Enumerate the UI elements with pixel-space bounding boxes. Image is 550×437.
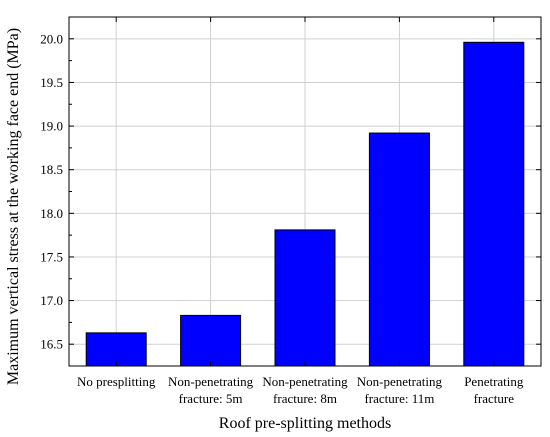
- x-category-label: Non-penetrating fracture: 11m: [357, 374, 443, 406]
- y-tick-label: 19.5: [40, 75, 63, 90]
- y-tick-labels: 16.5 17.0 17.5 18.0 18.5 19.0 19.5 20.0: [40, 31, 63, 351]
- x-category-label: No presplitting: [77, 374, 156, 389]
- y-tick-label: 20.0: [40, 31, 63, 46]
- x-axis-title: Roof pre-splitting methods: [219, 415, 391, 432]
- y-tick-label: 19.0: [40, 119, 63, 134]
- x-category-label: Non-penetrating fracture: 5m: [168, 374, 254, 406]
- bar: [180, 314, 242, 367]
- y-tick-label: 17.5: [40, 249, 63, 264]
- y-tick-label: 18.0: [40, 206, 63, 221]
- bar: [463, 41, 525, 367]
- bar: [85, 332, 147, 367]
- x-category-label: Non-penetrating fracture: 8m: [262, 374, 348, 406]
- x-category-labels: No presplitting Non-penetrating fracture: …: [77, 374, 524, 406]
- y-tick-label: 18.5: [40, 162, 63, 177]
- y-axis-title: Maximum vertical stress at the working f…: [5, 28, 22, 385]
- bar: [274, 229, 336, 367]
- x-category-label: Penetrating fracture: [464, 374, 524, 406]
- y-tick-label: 17.0: [40, 293, 63, 308]
- y-tick-label: 16.5: [40, 337, 63, 352]
- bars: [85, 41, 525, 367]
- bar: [368, 132, 430, 367]
- axis-ticks: [69, 17, 541, 366]
